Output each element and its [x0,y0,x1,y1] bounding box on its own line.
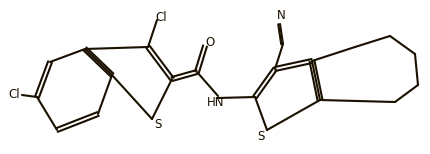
Text: O: O [205,36,214,49]
Text: Cl: Cl [155,10,166,24]
Text: Cl: Cl [8,89,20,101]
Text: N: N [276,8,285,22]
Text: HN: HN [207,97,224,109]
Text: S: S [257,130,264,144]
Text: S: S [154,118,161,132]
